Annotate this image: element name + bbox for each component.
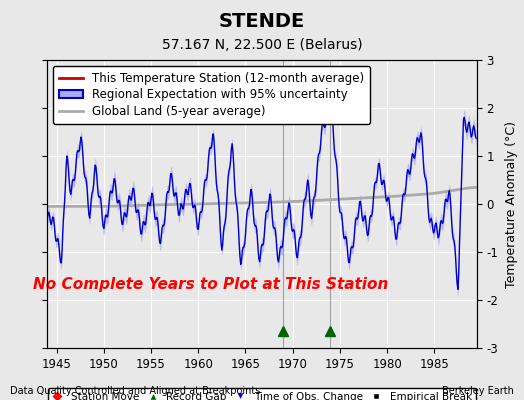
Text: No Complete Years to Plot at This Station: No Complete Years to Plot at This Statio… [33, 277, 388, 292]
Text: Data Quality Controlled and Aligned at Breakpoints: Data Quality Controlled and Aligned at B… [10, 386, 261, 396]
Text: STENDE: STENDE [219, 12, 305, 31]
Text: Berkeley Earth: Berkeley Earth [442, 386, 514, 396]
Text: 57.167 N, 22.500 E (Belarus): 57.167 N, 22.500 E (Belarus) [162, 38, 362, 52]
Y-axis label: Temperature Anomaly (°C): Temperature Anomaly (°C) [505, 120, 518, 288]
Legend: Station Move, Record Gap, Time of Obs. Change, Empirical Break: Station Move, Record Gap, Time of Obs. C… [48, 388, 476, 400]
